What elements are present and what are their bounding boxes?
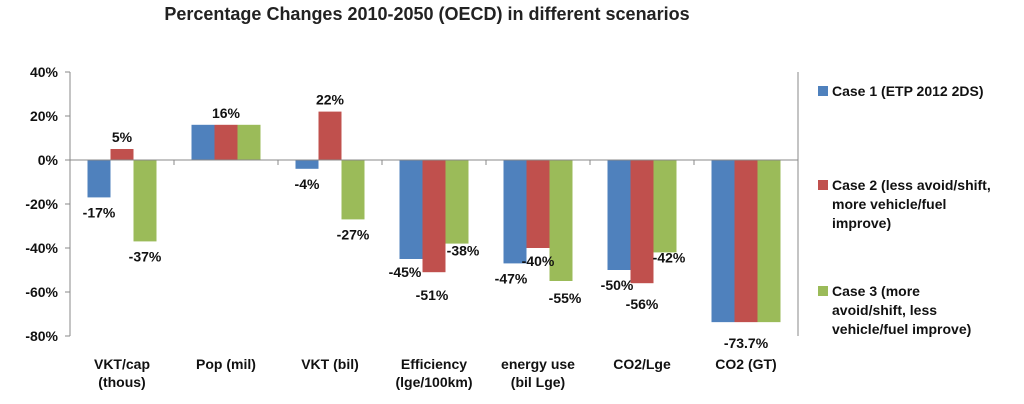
bar — [422, 160, 446, 273]
y-ticks-group: 40% 20% 0% -20% -40% -60% -80% — [25, 64, 799, 344]
bar — [711, 160, 735, 323]
bar — [191, 124, 215, 160]
data-label: -50% — [601, 277, 634, 293]
x-category-label: CO2/Lge — [613, 356, 671, 372]
bars-group — [87, 111, 781, 323]
bar — [87, 160, 111, 198]
bar — [214, 124, 238, 160]
x-category-label: VKT (bil) — [301, 356, 359, 372]
data-label: -55% — [549, 290, 582, 306]
legend-label: Case 3 (more avoid/shift, less vehicle/fue… — [832, 283, 971, 337]
data-label: -17% — [83, 204, 116, 220]
legend-label: Case 2 (less avoid/shift, more vehicle/fu… — [832, 177, 991, 231]
y-tick-label: 20% — [30, 108, 59, 124]
bar — [526, 160, 550, 248]
data-label: -40% — [522, 253, 555, 269]
x-category-label: energy use (bil Lge) — [501, 356, 575, 390]
data-label: -4% — [295, 176, 320, 192]
data-label: -47% — [495, 270, 528, 286]
bar — [734, 160, 758, 323]
bar — [503, 160, 527, 264]
data-label: -38% — [447, 243, 480, 259]
data-label: -51% — [416, 287, 449, 303]
bar — [318, 111, 342, 160]
data-label: 5% — [112, 129, 133, 145]
bar — [630, 160, 654, 284]
x-categories-group: VKT/cap (thous) Pop (mil) VKT (bil) Efficien… — [94, 356, 777, 390]
data-label: -73.7% — [724, 335, 769, 351]
legend: Case 1 (ETP 2012 2DS) Case 2 (less avoid/… — [818, 83, 991, 337]
bar — [133, 160, 157, 242]
bar — [110, 149, 134, 160]
bar — [607, 160, 631, 270]
legend-swatch — [818, 180, 828, 190]
data-label: 22% — [316, 92, 345, 108]
data-label: -37% — [129, 248, 162, 264]
bar — [295, 160, 319, 169]
y-tick-label: -80% — [25, 328, 58, 344]
y-tick-label: 40% — [30, 64, 59, 80]
bar — [445, 160, 469, 244]
legend-label: Case 1 (ETP 2012 2DS) — [832, 83, 984, 99]
data-label: -45% — [389, 264, 422, 280]
y-tick-label: 0% — [38, 152, 59, 168]
data-label: 16% — [212, 105, 241, 121]
bar — [653, 160, 677, 253]
legend-swatch — [818, 286, 828, 296]
bar — [757, 160, 781, 323]
x-category-label: Pop (mil) — [196, 356, 256, 372]
data-label: -56% — [626, 296, 659, 312]
data-label: -42% — [653, 249, 686, 265]
y-tick-label: -40% — [25, 240, 58, 256]
data-labels-group: -17% -4% -45% -47% -50% 5% 16% 22% -51% -40% -56% -… — [83, 92, 769, 352]
data-label: -27% — [337, 226, 370, 242]
x-category-label: Efficiency (lge/100km) — [395, 356, 472, 390]
bar — [549, 160, 573, 281]
legend-swatch — [818, 86, 828, 96]
x-category-label: CO2 (GT) — [715, 356, 776, 372]
chart-title: Percentage Changes 2010-2050 (OECD) in d… — [164, 4, 689, 24]
x-category-label: VKT/cap (thous) — [94, 356, 150, 390]
y-tick-label: -20% — [25, 196, 58, 212]
bar — [341, 160, 365, 220]
bar — [237, 124, 261, 160]
y-tick-label: -60% — [25, 284, 58, 300]
bar — [399, 160, 423, 259]
